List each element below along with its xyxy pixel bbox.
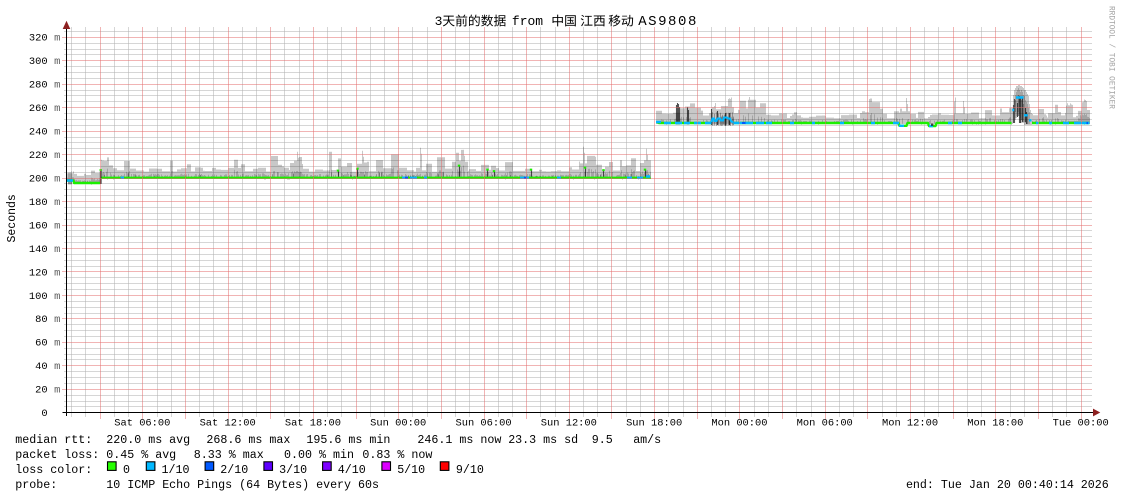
svg-text:m: m [54,126,60,138]
svg-text:5/10: 5/10 [397,463,425,477]
svg-text:m: m [54,197,60,209]
svg-text:240: 240 [29,126,48,138]
svg-text:Sun 06:00: Sun 06:00 [455,417,511,429]
svg-text:m: m [54,291,60,303]
svg-text:m: m [54,173,60,185]
svg-text:160: 160 [29,220,48,232]
svg-text:3: 3 [435,14,443,29]
svg-text:268.6 ms max: 268.6 ms max [206,433,290,447]
svg-text:Seconds: Seconds [6,194,19,242]
svg-text:280: 280 [29,80,48,92]
svg-text:Sun 00:00: Sun 00:00 [370,417,426,429]
svg-text:60: 60 [35,338,47,350]
svg-text:0: 0 [123,463,130,477]
svg-text:am/s: am/s [633,433,661,447]
svg-text:140: 140 [29,244,48,256]
svg-text:m: m [54,385,60,397]
svg-text:Mon 12:00: Mon 12:00 [882,417,938,429]
svg-text:m: m [54,150,60,162]
svg-text:end: Tue Jan 20 00:40:14 2026: end: Tue Jan 20 00:40:14 2026 [906,478,1109,492]
svg-text:195.6 ms min: 195.6 ms min [306,433,390,447]
svg-text:Sat 18:00: Sat 18:00 [285,417,341,429]
svg-text:220: 220 [29,150,48,162]
svg-text:m: m [54,33,60,45]
svg-text:80: 80 [35,314,47,326]
svg-text:260: 260 [29,103,48,115]
svg-text:m: m [54,56,60,68]
svg-text:40: 40 [35,361,47,373]
svg-text:200: 200 [29,173,48,185]
svg-text:246.1 ms now: 246.1 ms now [417,433,501,447]
svg-text:m: m [54,267,60,279]
svg-text:180: 180 [29,197,48,209]
svg-text:probe: 10 ICMP Echo Ping: probe: 10 ICMP Echo Pings (64 Bytes) eve… [15,478,379,492]
svg-text:120: 120 [29,267,48,279]
svg-text:Sun 18:00: Sun 18:00 [626,417,682,429]
svg-text:0.83 % now: 0.83 % now [362,448,432,462]
svg-text:Sat 06:00: Sat 06:00 [114,417,170,429]
svg-text:Sat 12:00: Sat 12:00 [200,417,256,429]
svg-text:loss color:: loss color: [15,463,92,477]
svg-text:0: 0 [41,408,47,420]
svg-text:m: m [54,361,60,373]
svg-text:300: 300 [29,56,48,68]
svg-text:100: 100 [29,291,48,303]
svg-text:23.3 ms sd: 23.3 ms sd [508,433,578,447]
svg-text:8.33 % max: 8.33 % max [194,448,264,462]
svg-text:0.00 % min: 0.00 % min [284,448,354,462]
svg-text:m: m [54,80,60,92]
svg-text:1/10: 1/10 [162,463,190,477]
svg-text:Mon 00:00: Mon 00:00 [711,417,767,429]
svg-text:Mon 18:00: Mon 18:00 [967,417,1023,429]
svg-text:m: m [54,338,60,350]
svg-text:4/10: 4/10 [338,463,366,477]
svg-text:m: m [54,314,60,326]
svg-text:3/10: 3/10 [279,463,307,477]
svg-text:320: 320 [29,33,48,45]
svg-text:RRDTOOL / TOBI OETIKER: RRDTOOL / TOBI OETIKER [1107,6,1115,109]
svg-text:20: 20 [35,385,47,397]
svg-text:AS9808: AS9808 [638,14,698,30]
svg-text:m: m [54,103,60,115]
svg-text:Mon 06:00: Mon 06:00 [797,417,853,429]
svg-text:9.5: 9.5 [592,433,613,447]
svg-text:Tue 00:00: Tue 00:00 [1053,417,1109,429]
svg-text:9/10: 9/10 [456,463,484,477]
svg-text:packet loss: 0.45 % avg: packet loss: 0.45 % avg [15,448,176,462]
svg-text:Sun 12:00: Sun 12:00 [541,417,597,429]
svg-text:m: m [54,244,60,256]
svg-text:median rtt: 220.0 ms avg: median rtt: 220.0 ms avg [15,433,190,447]
svg-text:2/10: 2/10 [220,463,248,477]
svg-text:from: from [512,14,543,29]
svg-text:m: m [54,220,60,232]
